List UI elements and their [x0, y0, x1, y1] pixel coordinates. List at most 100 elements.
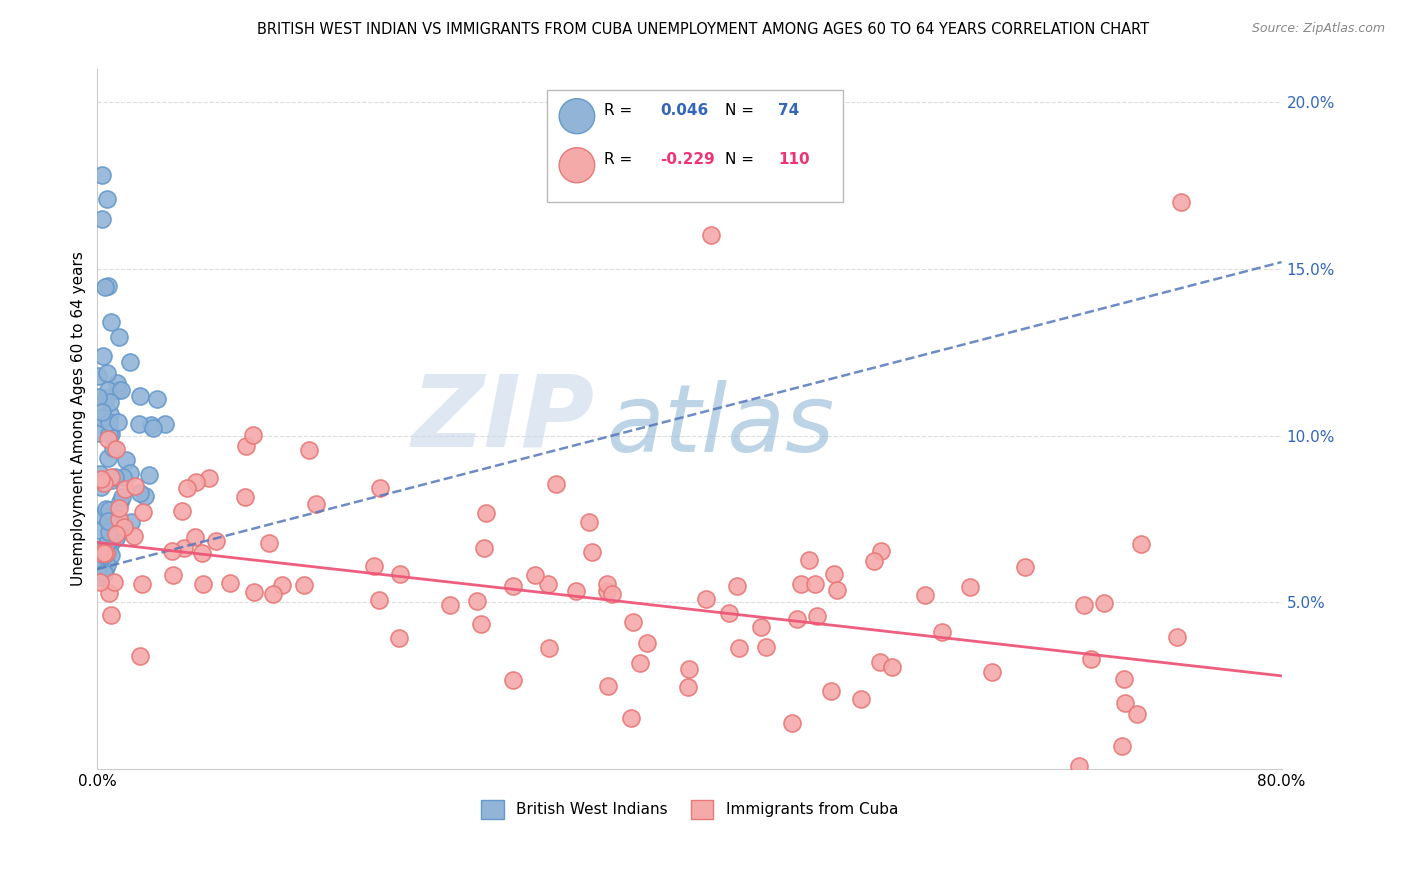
Point — [97, 279, 120, 293]
Point — [863, 554, 886, 568]
Point — [131, 577, 153, 591]
Point — [132, 505, 155, 519]
Point — [104, 442, 127, 457]
Y-axis label: Unemployment Among Ages 60 to 64 years: Unemployment Among Ages 60 to 64 years — [72, 252, 86, 586]
Point — [101, 474, 124, 488]
Point — [89, 569, 111, 583]
Point — [91, 405, 114, 419]
Point — [595, 576, 617, 591]
Point — [931, 624, 953, 639]
Point — [100, 315, 122, 329]
Legend: British West Indians, Immigrants from Cuba: British West Indians, Immigrants from Cu… — [475, 794, 904, 825]
Point — [100, 470, 122, 484]
Point — [111, 490, 134, 504]
Point — [103, 575, 125, 590]
Point — [98, 538, 121, 552]
Point — [1170, 194, 1192, 209]
Point — [243, 585, 266, 599]
Point — [97, 432, 120, 446]
Point — [173, 541, 195, 556]
Point — [1114, 696, 1136, 710]
Text: BRITISH WEST INDIAN VS IMMIGRANTS FROM CUBA UNEMPLOYMENT AMONG AGES 60 TO 64 YEA: BRITISH WEST INDIAN VS IMMIGRANTS FROM C… — [257, 22, 1149, 37]
Ellipse shape — [560, 148, 595, 183]
Point — [90, 169, 112, 183]
Point — [105, 376, 128, 390]
Point — [139, 418, 162, 433]
Point — [90, 554, 112, 568]
Point — [1166, 630, 1188, 644]
Point — [120, 354, 142, 368]
Point — [581, 545, 603, 559]
Point — [129, 486, 152, 500]
Text: N =: N = — [725, 153, 759, 167]
Point — [623, 615, 645, 629]
Point — [262, 587, 284, 601]
Point — [124, 479, 146, 493]
Text: R =: R = — [605, 153, 637, 167]
Point — [184, 475, 207, 489]
Point — [596, 679, 619, 693]
Point — [797, 552, 820, 566]
Point — [105, 526, 128, 541]
Point — [472, 541, 495, 556]
Point — [717, 606, 740, 620]
Point — [89, 574, 111, 589]
Point — [219, 576, 242, 591]
Point — [628, 656, 651, 670]
Point — [100, 548, 122, 562]
Point — [96, 546, 118, 560]
Point — [105, 531, 128, 545]
Point — [96, 367, 118, 381]
Point — [128, 417, 150, 432]
Point — [90, 409, 112, 424]
Point — [1114, 672, 1136, 686]
Point — [198, 471, 221, 485]
Point — [546, 476, 568, 491]
Point — [869, 655, 891, 669]
Point — [170, 504, 193, 518]
Point — [1080, 652, 1102, 666]
Text: 110: 110 — [779, 153, 810, 167]
Point — [1014, 559, 1036, 574]
Point — [97, 383, 120, 397]
Point — [502, 673, 524, 688]
Point — [914, 588, 936, 602]
Point — [849, 691, 872, 706]
Point — [100, 426, 122, 441]
Point — [115, 452, 138, 467]
Point — [869, 544, 891, 558]
Text: Source: ZipAtlas.com: Source: ZipAtlas.com — [1251, 22, 1385, 36]
Point — [600, 587, 623, 601]
Point — [108, 524, 131, 538]
Point — [699, 228, 721, 243]
Point — [537, 640, 560, 655]
Point — [755, 640, 778, 655]
Point — [87, 425, 110, 440]
Point — [636, 636, 658, 650]
Point — [1111, 739, 1133, 754]
Point — [820, 683, 842, 698]
Point — [190, 546, 212, 560]
Point — [596, 583, 619, 598]
Point — [93, 349, 115, 363]
Text: R =: R = — [605, 103, 637, 118]
Point — [388, 631, 411, 645]
Point — [128, 649, 150, 664]
Ellipse shape — [560, 99, 595, 134]
Text: 0.046: 0.046 — [659, 103, 709, 118]
Point — [184, 530, 207, 544]
Point — [97, 502, 120, 516]
Point — [162, 568, 184, 582]
Point — [465, 594, 488, 608]
Point — [103, 516, 125, 531]
Point — [695, 591, 717, 606]
Point — [96, 536, 118, 550]
Point — [89, 546, 111, 560]
FancyBboxPatch shape — [547, 89, 844, 202]
Point — [537, 576, 560, 591]
Point — [97, 451, 120, 466]
Point — [87, 545, 110, 559]
Point — [120, 515, 142, 529]
Point — [108, 501, 131, 516]
Point — [806, 609, 828, 624]
